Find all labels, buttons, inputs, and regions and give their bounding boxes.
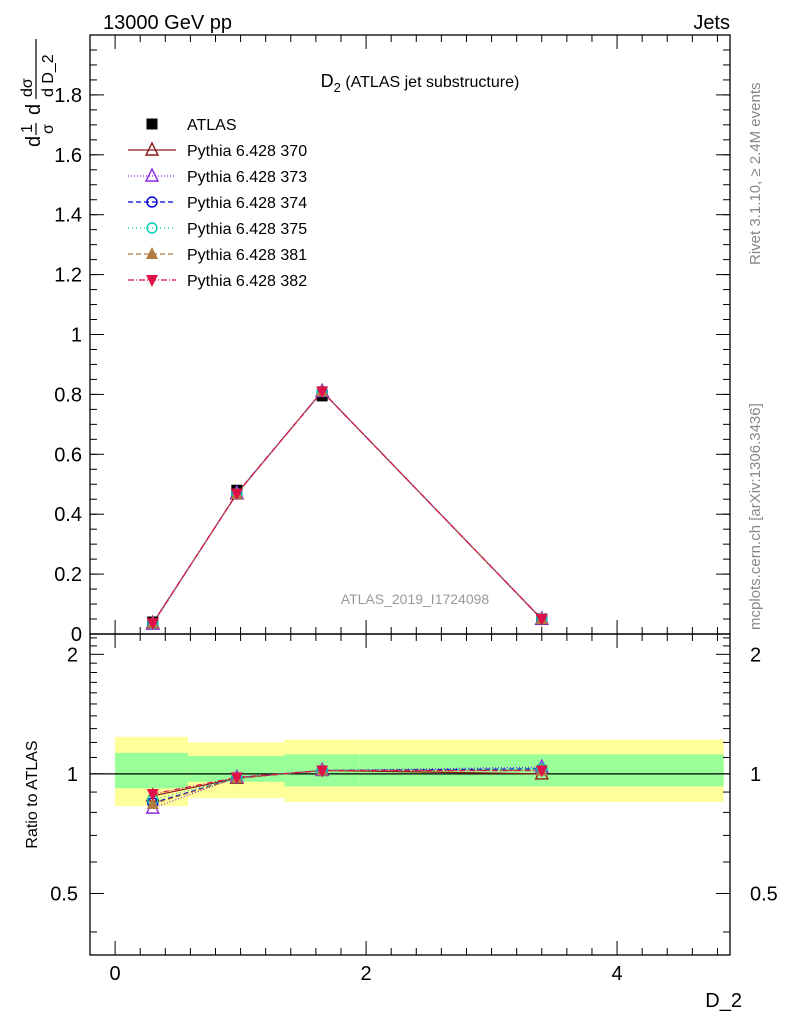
legend-marker: [144, 141, 160, 156]
analysis-watermark: ATLAS_2019_I1724098: [341, 591, 490, 607]
plot-title-subscript: 2: [334, 80, 341, 95]
x-axis-label: D_2: [705, 990, 742, 1012]
rivet-version-label: Rivet 3.1.10, ≥ 2.4M events: [747, 83, 764, 266]
main-plot-frame: [89, 34, 731, 635]
main-y-tick-label: 1.4: [54, 205, 82, 227]
ratio-y-tick-label: 0.5: [50, 883, 78, 905]
ratio-y-tick-label: 1: [67, 764, 78, 786]
mcplots-label: mcplots.cern.ch [arXiv:1306.3436]: [747, 403, 764, 630]
legend-marker: [146, 222, 158, 234]
legend-entry-label: Pythia 6.428 375: [187, 221, 307, 238]
ratio-y-tick-label-right: 2: [750, 644, 761, 666]
main-y-tick-label: 0.6: [54, 444, 82, 466]
plot-title: D2 (ATLAS jet substructure): [321, 71, 520, 95]
legend-entry-label: Pythia 6.428 381: [187, 247, 307, 264]
ratio-x-tick-label: 0: [110, 963, 121, 985]
ratio-x-tick-label: 4: [611, 963, 622, 985]
data-point-series-6: [146, 618, 159, 631]
main-y-tick-label: 1.6: [54, 145, 82, 167]
legend-marker: [146, 118, 158, 130]
main-y-tick-label: 0.2: [54, 564, 82, 586]
main-y-tick-label: 0.4: [54, 504, 82, 526]
ylabel-sigma: σ: [40, 124, 57, 134]
series-line-5: [152, 390, 543, 624]
main-y-tick-label: 0.8: [54, 384, 82, 406]
ratio-y-tick-label-right: 1: [750, 764, 761, 786]
legend-entry-label: Pythia 6.428 370: [187, 143, 307, 160]
series-line-3: [152, 390, 543, 625]
plot-title-main: D: [321, 71, 334, 91]
main-y-tick-label: 0: [71, 624, 82, 646]
ratio-series-line-4: [152, 769, 542, 805]
legend-marker: [146, 275, 158, 287]
ylabel-dsigma: dσ: [19, 78, 36, 97]
legend-entry-label: Pythia 6.428 374: [187, 195, 307, 212]
data-point-series-6: [316, 386, 329, 399]
ylabel-d-1: d: [23, 136, 45, 147]
main-y-tick-label: 1.2: [54, 265, 82, 287]
legend-marker: [144, 167, 160, 182]
ratio-data-point-series-5: [230, 772, 243, 785]
ratio-data-point-series-5: [146, 788, 159, 801]
data-point-series-6: [535, 614, 548, 627]
ratio-plot: 0.5 0.5 1 1 2 2 0 2 4 Ratio to ATLAS D_2: [24, 633, 778, 1012]
ylabel-frac1: 1: [19, 124, 36, 133]
series-line-2: [152, 390, 543, 625]
main-y-axis-label: d 1 σ d dσ d D_2: [19, 39, 57, 147]
ratio-y-tick-label-right: 0.5: [750, 883, 778, 905]
legend-marker: [146, 196, 158, 208]
ratio-y-tick-label: 2: [67, 644, 78, 666]
main-y-tick-label: 1: [71, 325, 82, 347]
series-line-6: [152, 390, 543, 624]
legend-entry-label: ATLAS: [187, 117, 237, 134]
data-point-series-6: [230, 488, 243, 501]
main-plot: 0 0.2 0.4 0.6 0.8 1 1.2 1.4 1.6 1.8 D2 (ATLAS jet …: [54, 34, 731, 646]
ratio-x-tick-label: 2: [361, 963, 372, 985]
legend-entry-label: Pythia 6.428 373: [187, 169, 307, 186]
header-energy: 13000 GeV pp: [103, 12, 232, 34]
ratio-data-point-series-5: [535, 765, 548, 778]
series-line-1: [152, 390, 543, 624]
plot-title-rest: (ATLAS jet substructure): [341, 74, 519, 91]
ylabel-d-2: d: [23, 104, 45, 115]
ratio-y-axis-label: Ratio to ATLAS: [24, 740, 41, 848]
main-y-tick-label: 1.8: [54, 85, 82, 107]
header-process: Jets: [693, 12, 730, 34]
ratio-data-point-series-4: [146, 796, 159, 809]
ylabel-dD2: d D_2: [40, 54, 57, 97]
ratio-data-point-series-5: [316, 765, 329, 778]
legend-marker: [146, 247, 158, 259]
legend-entry-label: Pythia 6.428 382: [187, 273, 307, 290]
uncertainty-band-inner: [115, 752, 188, 789]
legend: ATLAS Pythia 6.428 370 Pythia 6.428 373 Pyt…: [128, 117, 307, 290]
series-line-4: [152, 390, 543, 625]
ratio-plot-frame: [89, 633, 731, 956]
